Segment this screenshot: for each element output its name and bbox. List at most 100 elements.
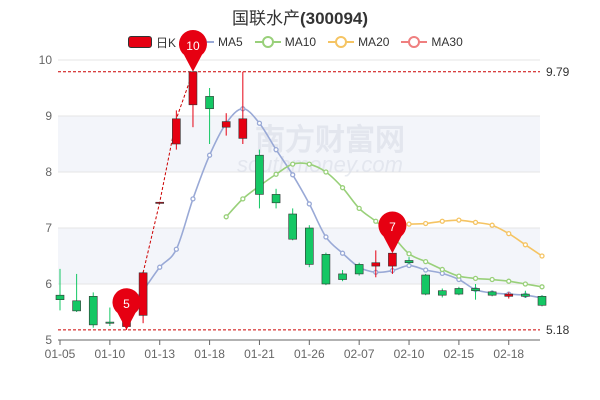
candle-body[interactable] (305, 227, 314, 265)
x-tick-label: 02-10 (394, 347, 425, 361)
candle-body[interactable] (504, 293, 514, 297)
candle-body[interactable] (521, 293, 530, 297)
ma10-point (489, 276, 495, 283)
x-tick-label: 02-18 (493, 347, 524, 361)
marker-label: 5 (123, 297, 130, 311)
line-swatch-icon (254, 36, 281, 48)
candle-body[interactable] (288, 213, 297, 240)
x-tick-label: 01-21 (244, 347, 275, 361)
marker-pin (378, 211, 407, 254)
ma10-point (423, 258, 429, 265)
x-tick-label: 01-10 (95, 347, 126, 361)
candle-body[interactable] (205, 96, 214, 110)
legend-label: MA5 (218, 35, 243, 49)
x-tick-label: 02-07 (344, 347, 375, 361)
candle-body[interactable] (138, 272, 148, 316)
ma10-point (506, 278, 512, 284)
limit-run-line (142, 71, 194, 273)
ma5-point (323, 234, 329, 240)
candle-body[interactable] (404, 260, 414, 264)
watermark-text: 南方财富网 (255, 123, 405, 157)
ma5-point (273, 146, 279, 153)
limit_low-label: 5.18 (546, 323, 570, 337)
candle-body[interactable] (454, 288, 464, 295)
grid-band (58, 228, 540, 284)
candle-body[interactable] (238, 118, 248, 139)
candle-body[interactable] (255, 154, 264, 195)
ma5-point (306, 201, 312, 207)
ma5-point (256, 120, 263, 126)
x-tick-label: 02-15 (444, 347, 475, 361)
ma10-point (290, 161, 296, 167)
ma5-point (173, 246, 179, 252)
y-tick-label: 5 (45, 333, 52, 347)
candle-body[interactable] (437, 290, 447, 296)
candle-body[interactable] (371, 262, 381, 267)
y-tick-label: 7 (45, 221, 52, 235)
candle-body[interactable] (421, 274, 430, 295)
candle-body[interactable] (471, 288, 480, 292)
chart-title: 国联水产(300094) (0, 4, 600, 29)
y-tick-label: 10 (39, 53, 53, 67)
candle-swatch-icon (128, 36, 152, 48)
ma10-point (323, 169, 329, 175)
legend-label: MA30 (431, 35, 463, 49)
marker-label: 10 (186, 39, 200, 53)
ma10-point (539, 284, 545, 290)
ma10-point (240, 196, 246, 202)
ma10-point (356, 205, 362, 212)
candle-body[interactable] (271, 194, 281, 204)
candle-body[interactable] (172, 118, 181, 145)
ma5-point (423, 267, 429, 273)
limit_high-label: 9.79 (546, 65, 570, 79)
ma10-point (439, 266, 445, 273)
ma20-point (539, 253, 545, 259)
candle-body[interactable] (321, 254, 331, 285)
ma20-point (406, 221, 412, 227)
candle-body[interactable] (188, 71, 198, 106)
line-swatch-icon (401, 36, 428, 48)
candle-body[interactable] (354, 264, 364, 275)
ma10-point (373, 218, 379, 224)
legend-item-day-k[interactable]: 日K (128, 34, 176, 51)
ma10-point (339, 185, 346, 191)
marker-label: 7 (389, 220, 396, 234)
ma20-point (423, 220, 429, 227)
marker-pin (112, 288, 141, 330)
ma20-point (439, 218, 445, 224)
ma10-point (472, 275, 479, 282)
stock-name: 国联水产 (231, 9, 300, 28)
candle-body[interactable] (155, 201, 165, 204)
ma20-point (489, 222, 495, 228)
legend-item-ma20[interactable]: MA20 (328, 35, 389, 49)
x-tick-label: 01-18 (194, 347, 225, 361)
candle-body[interactable] (88, 296, 98, 326)
candle-body[interactable] (338, 273, 347, 280)
ma10-point (406, 251, 412, 257)
ma10-point (456, 273, 462, 279)
candle-body[interactable] (221, 121, 231, 128)
marker-pin (178, 30, 207, 72)
ma20-point (506, 230, 512, 237)
ma20-point (522, 242, 529, 248)
x-tick-label: 01-13 (144, 347, 175, 361)
candle-body[interactable] (72, 300, 81, 312)
ma5-point (157, 264, 163, 270)
line-swatch-icon (328, 36, 355, 48)
y-tick-label: 6 (45, 277, 52, 291)
candle-body[interactable] (388, 252, 397, 267)
legend-label: 日K (156, 35, 177, 50)
ma5-point (206, 152, 213, 158)
ma20-point (456, 217, 462, 223)
ma10-point (522, 281, 529, 287)
candle-body[interactable] (55, 294, 65, 300)
ma10-point (306, 161, 312, 167)
ma5-point (339, 250, 346, 256)
ma20-point (472, 219, 479, 226)
candle-body[interactable] (105, 321, 115, 324)
candle-body[interactable] (537, 296, 547, 306)
legend-item-ma10[interactable]: MA10 (254, 35, 316, 49)
candle-body[interactable] (487, 291, 497, 296)
legend-item-ma30[interactable]: MA30 (401, 35, 463, 49)
